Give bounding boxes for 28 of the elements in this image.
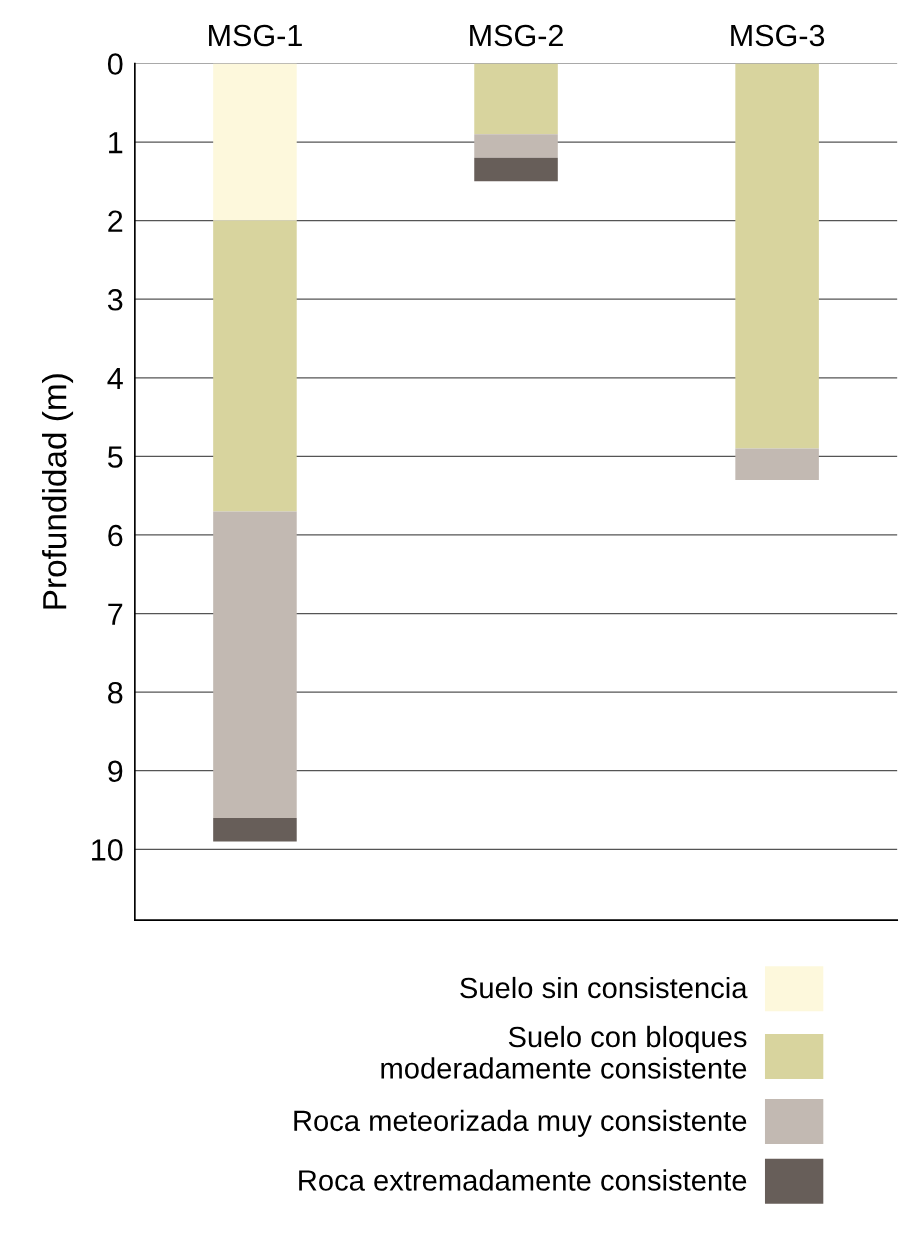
bar: [735, 63, 819, 449]
legend-label: Roca extremadamente consistente: [299, 1169, 747, 1191]
legend-label: Roca meteorizada muy consistente: [294, 1109, 747, 1137]
legend-label: Suelo sin consistencia: [460, 976, 748, 999]
y-tick-label: 3: [107, 288, 123, 311]
y-tick-label: 5: [107, 446, 123, 468]
y-tick-label: 6: [108, 524, 123, 547]
legend-label: Suelo con bloques moderadamente consistente: [381, 1025, 747, 1079]
y-tick-label: 8: [108, 681, 123, 704]
bar: [213, 63, 297, 221]
y-tick-label: 9: [108, 760, 123, 783]
bar: [213, 817, 297, 842]
bar: [213, 511, 297, 818]
x-tick-label: MSG-2: [470, 24, 563, 47]
x-tick-label: MSG-1: [209, 24, 302, 47]
y-tick-label: 0: [107, 53, 123, 75]
bar: [474, 157, 558, 182]
y-tick-label: 2: [108, 210, 123, 232]
bar: [735, 448, 819, 480]
y-tick-label: 10: [92, 839, 123, 861]
y-tick-label: 7: [108, 603, 123, 625]
bar: [474, 63, 558, 135]
x-tick-label: MSG-3: [731, 24, 825, 47]
y-tick-label: 1: [109, 132, 123, 154]
y-axis-title: Profundidad (m): [42, 374, 74, 609]
bar: [213, 220, 297, 512]
y-tick-label: 4: [107, 367, 123, 389]
bar: [474, 134, 558, 158]
